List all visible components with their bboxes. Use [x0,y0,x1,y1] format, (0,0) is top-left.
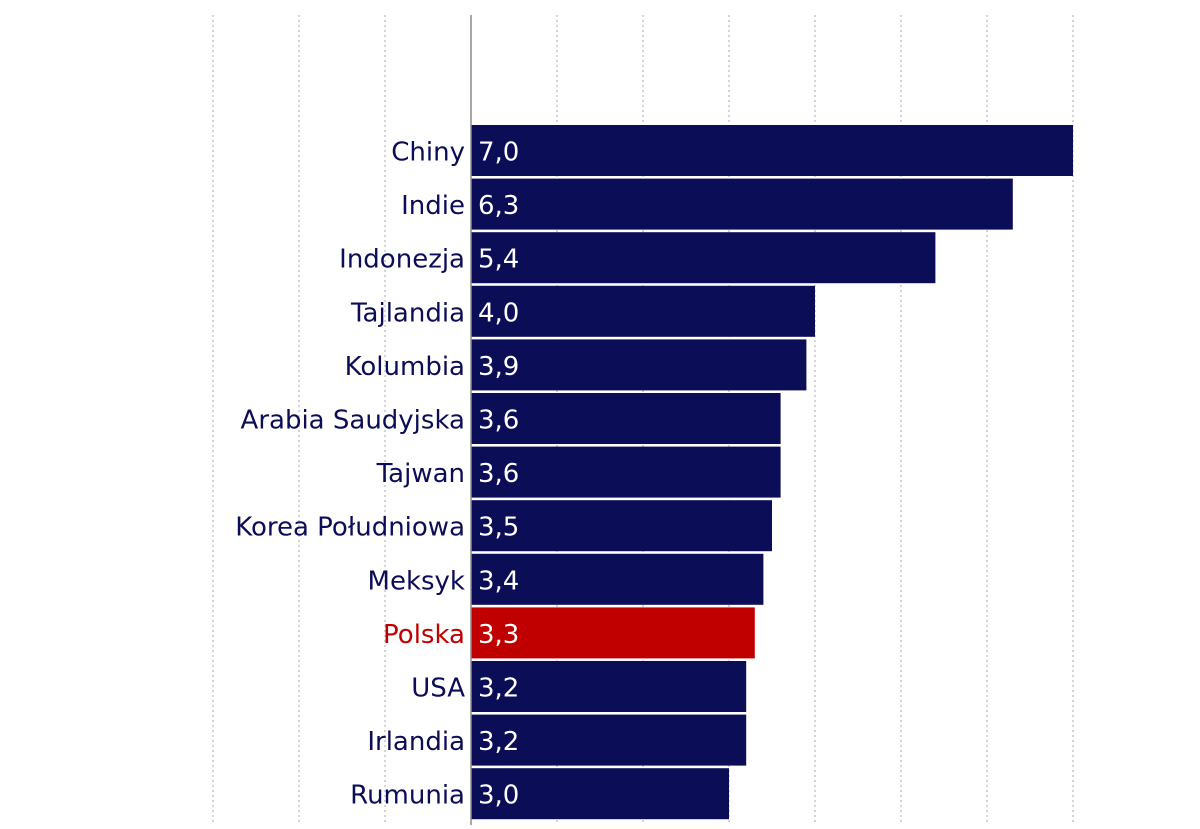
category-label: Indonezja [339,245,465,275]
bar-tajlandia [471,285,815,337]
bar-arabia-saudyjska [471,393,781,444]
bars [471,125,1073,820]
category-label: Polska [383,620,465,650]
value-label: 5,4 [478,245,519,275]
category-label: Rumunia [350,781,465,811]
value-label: 7,0 [478,138,519,168]
value-label: 3,5 [478,513,519,543]
bar-polska [471,607,755,659]
bar-meksyk [471,553,764,605]
value-label: 3,0 [478,781,519,811]
category-label: Tajlandia [350,298,465,328]
category-label: Indie [401,191,465,221]
value-label: 3,9 [478,352,519,382]
value-label: 3,2 [478,674,519,704]
bar-rumunia [471,768,729,820]
category-labels: Chiny Indie Indonezja Tajlandia Kolumbia Arab… [235,138,465,811]
bar-kolumbia [471,339,807,391]
value-label: 3,4 [478,566,519,596]
bar-tajwan [471,446,781,498]
value-label: 4,0 [478,298,519,328]
bar-chiny [471,125,1073,176]
bar-irlandia [471,714,747,766]
bar-indonezja [471,232,936,284]
value-label: 3,6 [478,406,519,436]
category-label: Chiny [391,138,465,168]
value-label: 3,3 [478,620,519,650]
category-label: USA [411,674,465,704]
category-label: Kolumbia [345,352,465,382]
bar-usa [471,661,747,712]
category-label: Korea Południowa [235,513,465,543]
value-labels: 7,0 6,3 5,4 4,0 3,9 3,6 3,6 3,5 3,4 3,3 3,2 3,2 3,0 [478,138,519,811]
category-label: Tajwan [376,459,465,489]
category-label: Irlandia [367,727,465,757]
category-label: Meksyk [368,566,465,596]
bar-korea-południowa [471,500,772,552]
value-label: 3,2 [478,727,519,757]
category-label: Arabia Saudyjska [241,406,465,436]
value-label: 6,3 [478,191,519,221]
value-label: 3,6 [478,459,519,489]
bar-indie [471,178,1013,230]
